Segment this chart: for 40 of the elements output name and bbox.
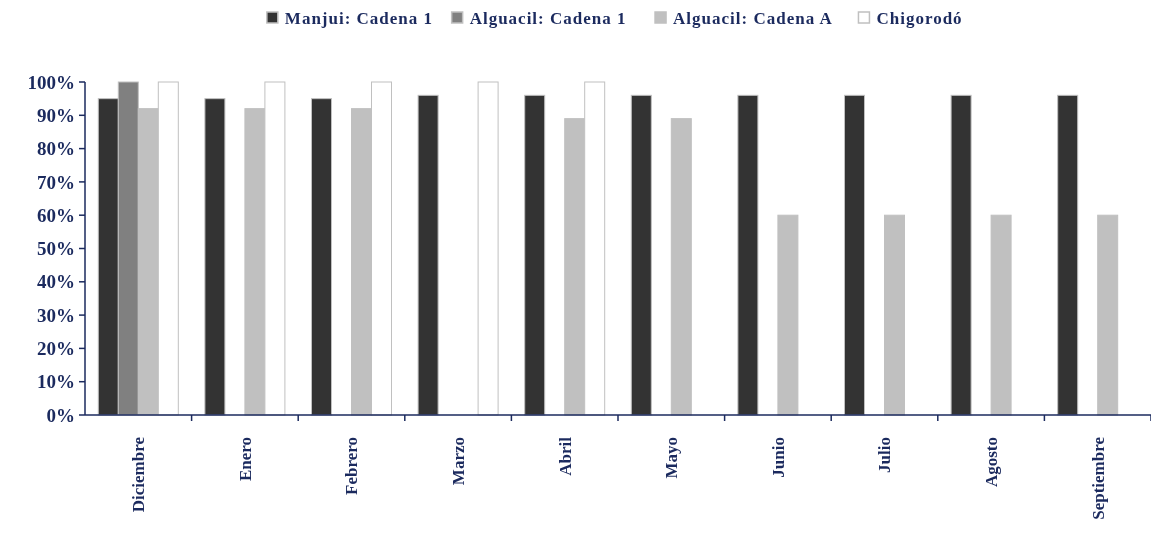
- x-tick-label: Junio: [768, 437, 788, 478]
- x-tick-label: Diciembre: [129, 436, 149, 513]
- x-tick-label: Abril: [555, 436, 575, 476]
- bar: [477, 81, 499, 416]
- x-tick-label: Mayo: [662, 437, 682, 479]
- legend-label: Alguacil: Cadena A: [673, 9, 833, 28]
- bar: [990, 214, 1012, 416]
- bar: [524, 94, 546, 416]
- x-tick-label: Enero: [235, 437, 255, 482]
- y-tick-label: 50%: [37, 238, 75, 260]
- bar: [204, 98, 226, 416]
- bar: [844, 94, 865, 416]
- legend-label: Chigorodó: [876, 9, 963, 28]
- bar: [1057, 94, 1079, 416]
- y-tick-label: 80%: [37, 138, 75, 160]
- y-tick-label: 40%: [37, 271, 75, 293]
- y-tick-label: 0%: [46, 404, 75, 426]
- bar: [417, 94, 439, 416]
- bar: [670, 118, 692, 416]
- y-tick-label: 10%: [37, 371, 75, 393]
- bar: [950, 94, 972, 416]
- bar: [737, 94, 759, 416]
- x-tick-label: Marzo: [449, 437, 469, 486]
- y-tick-label: 70%: [37, 171, 75, 193]
- y-tick-label: 30%: [37, 304, 75, 326]
- y-tick-label: 90%: [37, 104, 75, 126]
- x-tick-label: Julio: [875, 437, 895, 473]
- bar: [1097, 214, 1119, 416]
- bar: [884, 214, 905, 416]
- x-tick-label: Agosto: [982, 437, 1002, 488]
- x-tick-label: Febrero: [342, 437, 362, 495]
- x-tick-label: Septiembre: [1088, 436, 1108, 520]
- legend-label: Alguacil: Cadena 1: [469, 9, 627, 28]
- bar: [777, 214, 799, 416]
- y-tick-label: 60%: [37, 204, 75, 226]
- legend-label: Manjui: Cadena 1: [284, 9, 434, 28]
- bar: [311, 98, 332, 416]
- bar: [630, 94, 652, 416]
- y-tick-label: 20%: [37, 338, 75, 360]
- y-tick-label: 100%: [27, 71, 75, 93]
